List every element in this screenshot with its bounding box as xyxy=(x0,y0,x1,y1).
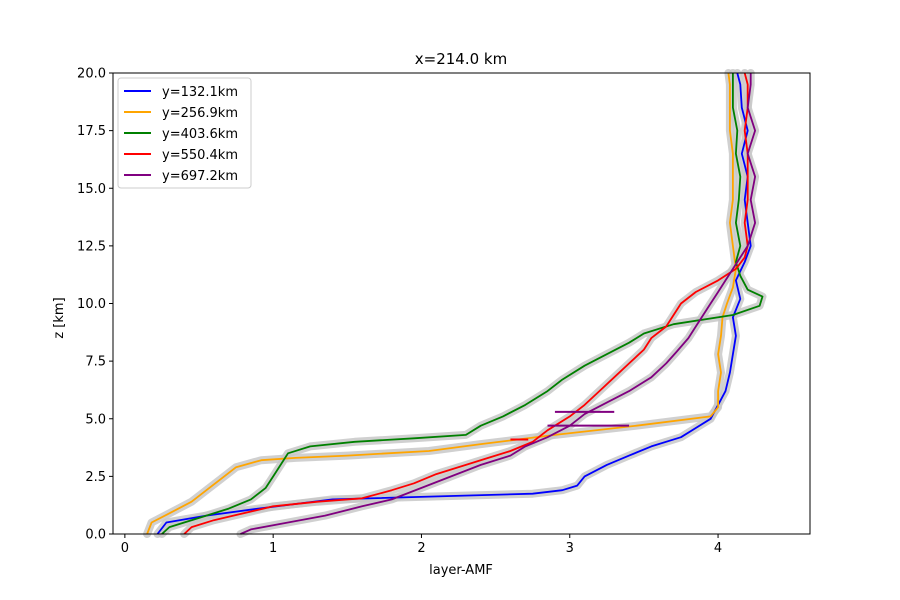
x-tick-label: 1 xyxy=(269,541,277,556)
legend-label: y=697.2km xyxy=(162,169,238,184)
y-tick-label: 5.0 xyxy=(85,412,106,427)
legend-label: y=132.1km xyxy=(162,85,238,100)
y-tick-label: 15.0 xyxy=(77,182,106,197)
legend-label: y=403.6km xyxy=(162,127,238,142)
chart-title: x=214.0 km xyxy=(415,50,507,68)
series-line-y-132-1km xyxy=(156,72,752,535)
y-tick-label: 0.0 xyxy=(85,528,106,543)
y-tick-label: 17.5 xyxy=(77,124,106,139)
y-tick-label: 10.0 xyxy=(77,297,106,312)
legend-label: y=550.4km xyxy=(162,148,238,163)
legend-label: y=256.9km xyxy=(162,106,238,121)
y-axis-label: z [km] xyxy=(52,297,67,338)
y-tick-label: 20.0 xyxy=(77,67,106,82)
legend: y=132.1km y=256.9km y=403.6km y=550.4km y=69… xyxy=(117,77,252,189)
x-tick-label: 3 xyxy=(566,541,574,556)
series-line-y-403-6km xyxy=(161,73,764,535)
y-tick-label: 12.5 xyxy=(77,239,106,254)
y-tick-label: 2.5 xyxy=(85,470,106,485)
y-tick-label: 7.5 xyxy=(85,355,106,370)
y-axis-ticks: 0.0 2.5 5.0 7.5 10.0 12.5 15.0 17.5 20.0 xyxy=(77,67,113,543)
x-axis-label: layer-AMF xyxy=(429,563,493,578)
x-tick-label: 0 xyxy=(121,541,129,556)
plot-series xyxy=(146,72,764,535)
x-tick-label: 4 xyxy=(714,541,722,556)
series-line-y-256-9km xyxy=(146,72,737,535)
series-line-y-697-2km xyxy=(240,73,756,535)
x-tick-label: 2 xyxy=(417,541,425,556)
series-line-y-550-4km xyxy=(183,72,749,535)
x-axis-ticks: 0 1 2 3 4 xyxy=(121,534,722,556)
legend-box xyxy=(117,77,252,189)
